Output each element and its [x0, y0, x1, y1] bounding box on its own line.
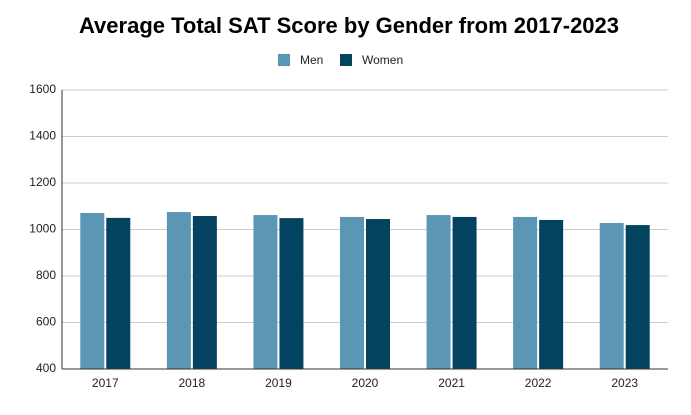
- bar: [192, 216, 217, 369]
- x-tick-label: 2019: [265, 376, 292, 390]
- bar: [452, 216, 477, 369]
- bar: [426, 215, 451, 369]
- y-tick-label: 1200: [29, 175, 56, 189]
- bar: [253, 215, 278, 369]
- x-tick-label: 2017: [92, 376, 119, 390]
- x-tick-label: 2021: [438, 376, 465, 390]
- y-tick-label: 400: [36, 361, 56, 375]
- legend-label: Men: [300, 53, 323, 67]
- x-tick-label: 2018: [179, 376, 206, 390]
- bar: [166, 212, 191, 369]
- legend-swatch: [340, 54, 352, 66]
- bar: [106, 217, 131, 369]
- chart-title: Average Total SAT Score by Gender from 2…: [79, 13, 619, 38]
- x-tick-label: 2023: [611, 376, 638, 390]
- y-tick-label: 1400: [29, 129, 56, 143]
- x-tick-label: 2022: [525, 376, 552, 390]
- bar: [80, 212, 105, 369]
- y-tick-label: 1600: [29, 82, 56, 96]
- bar: [366, 219, 390, 369]
- bar: [513, 216, 538, 369]
- bar: [625, 225, 650, 369]
- y-tick-label: 800: [36, 268, 56, 282]
- y-tick-label: 600: [36, 315, 56, 329]
- bar: [599, 222, 624, 369]
- legend-swatch: [278, 54, 290, 66]
- x-tick-label: 2020: [352, 376, 379, 390]
- legend-label: Women: [362, 53, 403, 67]
- bar: [279, 218, 304, 369]
- bar: [340, 216, 364, 369]
- bar: [539, 219, 564, 369]
- y-tick-label: 1000: [29, 222, 56, 236]
